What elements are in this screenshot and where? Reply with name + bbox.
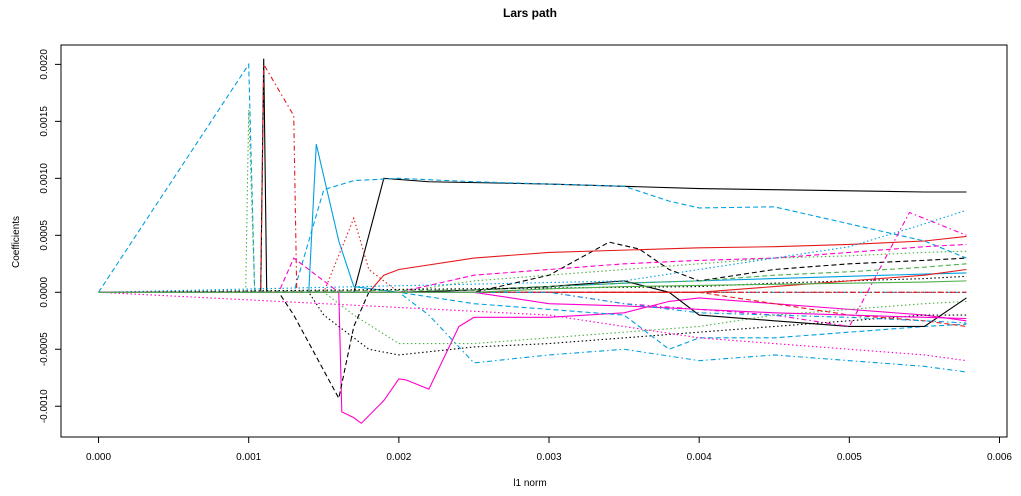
series-line-24 [98,291,967,320]
series-line-8 [98,241,967,400]
plot-frame [60,44,1008,438]
y-tick-label: 0.0005 [39,220,50,251]
y-tick-label: -0.0010 [39,389,50,423]
y-axis: -0.0010 -0.0005 0.0000 0.0005 0.0010 0.0015 0.… [39,49,62,423]
series-line-17 [98,211,967,328]
y-tick-label: 0.0010 [39,163,50,194]
series-line-12 [98,243,967,293]
series-line-14 [98,250,967,293]
series-layer [98,58,967,425]
x-axis: 0.000 0.001 0.002 0.003 0.004 0.005 0.006 [86,436,1012,463]
series-line-19 [98,263,967,293]
series-line-22 [98,291,967,328]
series-line-13 [98,291,967,373]
series-line-18 [98,291,967,362]
x-axis-label: l1 norm [513,478,546,489]
series-line-1 [98,62,967,293]
y-axis-label: Coefficients [11,216,22,268]
y-tick-label: -0.0005 [39,332,50,366]
x-tick-label: 0.000 [86,452,111,463]
y-tick-label: 0.0020 [39,49,50,80]
x-tick-label: 0.005 [837,452,862,463]
y-tick-label: 0.0015 [39,106,50,137]
series-line-26 [98,280,967,293]
series-line-4 [98,144,967,293]
chart-title: Lars path [503,6,557,20]
series-line-6 [98,216,967,293]
series-line-7 [98,291,967,425]
series-line-9 [98,291,967,356]
series-line-2 [98,58,967,293]
x-tick-label: 0.003 [537,452,562,463]
series-line-20 [98,209,967,293]
x-tick-label: 0.004 [687,452,712,463]
y-tick-label: 0.0000 [39,277,50,308]
x-tick-label: 0.002 [386,452,411,463]
series-line-5 [98,62,967,293]
series-line-11 [98,235,967,293]
x-tick-label: 0.001 [236,452,261,463]
series-line-25 [98,291,967,324]
x-tick-label: 0.006 [987,452,1012,463]
series-line-3 [98,177,967,293]
